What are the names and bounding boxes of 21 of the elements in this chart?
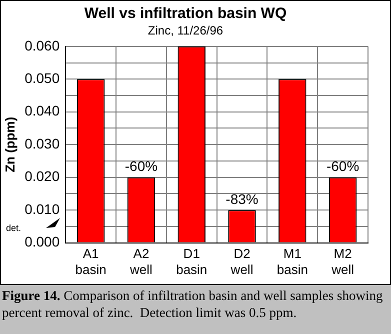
caption: Figure 14. Comparison of infiltration basin and well samples showing percent removal of zinc. Detection limit was 0.5 ppm. [0, 285, 391, 334]
x-tick-label: D2 well [230, 246, 254, 277]
x-tick-label: A1 basin [75, 246, 106, 277]
x-tick-label: D1 basin [176, 246, 208, 277]
chart-subtitle: Zinc, 11/26/96 [148, 24, 224, 38]
y-tick-label: 0.040 [24, 102, 60, 119]
chart-title: Well vs infiltration basin WQ [84, 5, 287, 22]
x-tick-label: M2 well [330, 246, 354, 277]
text: det. [6, 223, 22, 233]
y-tick-label: 0.010 [24, 200, 60, 217]
y-tick-label: 0.020 [24, 168, 60, 184]
x-tick-label: M1 basin [276, 246, 308, 277]
y-axis-title: Zn (ppm) [2, 116, 18, 172]
y-tick-label: 0.050 [24, 70, 60, 86]
y-tick-label: 0.060 [24, 37, 60, 54]
x-tick-label: A2 well [129, 246, 153, 277]
annotation: -60% [326, 158, 360, 174]
y-tick-label: 0.000 [24, 234, 60, 250]
annotation: -60% [124, 158, 158, 174]
y-tick-label: 0.030 [24, 135, 60, 152]
annotation: -83% [226, 190, 258, 207]
